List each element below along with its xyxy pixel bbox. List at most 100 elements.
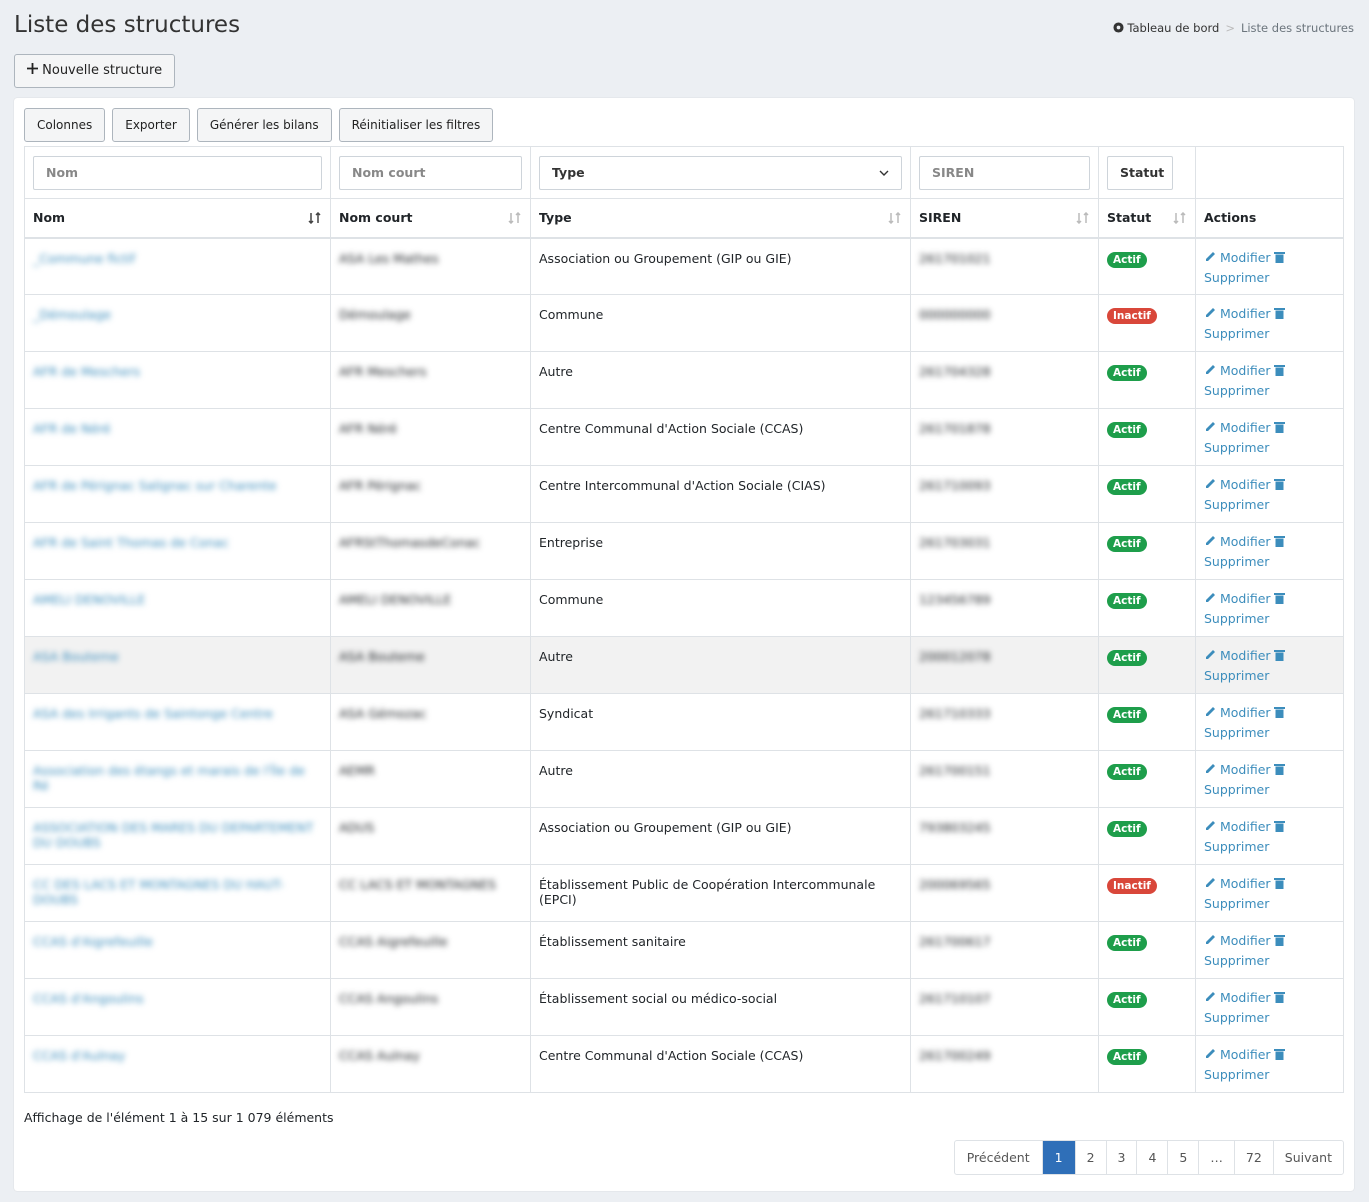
page-link[interactable]: 1 <box>1041 1141 1075 1174</box>
cell: 000000000 <box>910 294 1099 352</box>
page-link[interactable]: 3 <box>1105 1141 1137 1174</box>
structure-name[interactable]: ASA Bouteme <box>33 649 119 664</box>
delete-link[interactable]: Supprimer <box>1204 668 1270 683</box>
structure-name[interactable]: CC DES LACS ET MONTAGNES DU HAUT-DOUBS <box>33 877 285 907</box>
structure-name[interactable]: AFR de Saint Thomas de Conac <box>33 535 229 550</box>
edit-link[interactable]: Modifier <box>1220 705 1271 720</box>
structure-type: Centre Communal d'Action Sociale (CCAS) <box>539 421 804 436</box>
cell: Modifier Supprimer <box>1195 465 1344 523</box>
delete-link[interactable]: Supprimer <box>1204 611 1270 626</box>
column-header[interactable]: Type <box>530 198 911 239</box>
edit-link[interactable]: Modifier <box>1220 990 1271 1005</box>
filter-select[interactable]: Statut <box>1107 155 1173 190</box>
page-link[interactable]: Suivant <box>1272 1141 1343 1174</box>
actions: Modifier Supprimer <box>1204 988 1335 1028</box>
page-link[interactable]: … <box>1198 1141 1234 1174</box>
structure-name[interactable]: CCAS d'Aulnay <box>33 1048 126 1063</box>
edit-icon <box>1206 992 1215 1001</box>
status-badge: Inactif <box>1107 308 1157 324</box>
delete-link[interactable]: Supprimer <box>1204 1010 1270 1025</box>
column-title: Nom <box>33 210 66 226</box>
toolbar-button[interactable]: Réinitialiser les filtres <box>338 108 494 142</box>
breadcrumb-link[interactable]: Tableau de bord <box>1127 21 1220 35</box>
delete-link[interactable]: Supprimer <box>1204 896 1270 911</box>
column-title: SIREN <box>919 210 962 226</box>
structure-name[interactable]: AFR de Néré <box>33 421 111 436</box>
cell: ADUS <box>330 807 531 865</box>
edit-link[interactable]: Modifier <box>1220 249 1271 265</box>
delete-link[interactable]: Supprimer <box>1204 953 1270 968</box>
edit-link[interactable]: Modifier <box>1220 363 1271 378</box>
filter-cell: Statut <box>1098 146 1196 199</box>
sort-icon <box>1076 212 1089 224</box>
page-link[interactable]: Précédent <box>966 1150 1030 1165</box>
page-link[interactable]: 5 <box>1167 1141 1198 1174</box>
filter-input[interactable]: Nom <box>33 155 322 190</box>
structure-name[interactable]: AFR de Pérignac Salignac sur Charente <box>33 478 277 493</box>
delete-link[interactable]: Supprimer <box>1204 725 1270 740</box>
page-link[interactable]: 2 <box>1074 1141 1106 1174</box>
structure-name[interactable]: CCAS d'Angoulins <box>33 991 144 1006</box>
delete-link[interactable]: Supprimer <box>1204 1067 1270 1082</box>
filter-input[interactable]: SIREN <box>919 155 1090 190</box>
edit-icon <box>1206 365 1215 374</box>
cell: Autre <box>530 351 911 409</box>
delete-link[interactable]: Supprimer <box>1204 326 1270 341</box>
cell: AFR Meschers <box>330 351 531 409</box>
siren: 261701021 <box>919 250 991 266</box>
structure-name[interactable]: _Démoulage <box>33 307 112 322</box>
header-row: Nom Nom court Type SIREN Statut Actions <box>24 198 1344 239</box>
toolbar-button[interactable]: Exporter <box>112 108 190 142</box>
structure-name[interactable]: ASA des Irrigants de Saintonge Centre <box>33 706 273 721</box>
toolbar-button[interactable]: Colonnes <box>24 108 106 142</box>
delete-link[interactable]: Supprimer <box>1204 782 1270 797</box>
column-header[interactable]: Nom court <box>330 198 531 239</box>
short-name: ASA Les Mathes <box>339 250 439 266</box>
delete-link[interactable]: Supprimer <box>1204 497 1270 512</box>
filter-select[interactable]: Type <box>539 155 902 190</box>
edit-link[interactable]: Modifier <box>1220 648 1271 663</box>
edit-link[interactable]: Modifier <box>1220 762 1271 777</box>
page-link[interactable]: 72 <box>1233 1141 1273 1174</box>
structure-name[interactable]: Association des étangs et marais de l'Îl… <box>33 763 305 793</box>
edit-link[interactable]: Modifier <box>1220 306 1271 321</box>
structure-name[interactable]: AMELI DENOVILLE <box>33 592 146 607</box>
edit-link[interactable]: Modifier <box>1220 876 1271 891</box>
edit-link[interactable]: Modifier <box>1220 933 1271 948</box>
structure-name[interactable]: _Commune fictif <box>33 250 136 266</box>
delete-link[interactable]: Supprimer <box>1204 269 1270 285</box>
structure-type: Établissement social ou médico-social <box>539 991 778 1006</box>
delete-link[interactable]: Supprimer <box>1204 440 1270 455</box>
status-badge: Actif <box>1107 821 1147 837</box>
edit-link[interactable]: Modifier <box>1220 1047 1271 1062</box>
edit-link[interactable]: Modifier <box>1220 819 1271 834</box>
breadcrumb: Tableau de bord > Liste des structures <box>1113 21 1354 35</box>
edit-link[interactable]: Modifier <box>1220 420 1271 435</box>
column-header[interactable]: SIREN <box>910 198 1099 239</box>
short-name: ASA Bouteme <box>339 649 425 664</box>
structure-name[interactable]: AFR de Meschers <box>33 364 141 379</box>
column-header[interactable]: Statut <box>1098 198 1196 239</box>
cell: ASSOCIATION DES MARES DU DEPARTEMENT DU … <box>24 807 331 865</box>
edit-link[interactable]: Modifier <box>1220 534 1271 549</box>
toolbar-button[interactable]: Générer les bilans <box>196 108 332 142</box>
cell: CC LACS ET MONTAGNES <box>330 864 531 922</box>
table-row: AMELI DENOVILLE AMELI DENOVILLE Commune 123… <box>24 579 1344 637</box>
structure-name[interactable]: ASSOCIATION DES MARES DU DEPARTEMENT DU … <box>33 820 314 850</box>
new-button[interactable]: Nouvelle structure <box>14 54 176 88</box>
delete-link[interactable]: Supprimer <box>1204 839 1270 854</box>
edit-link[interactable]: Modifier <box>1220 591 1271 606</box>
siren: 261704328 <box>919 364 991 379</box>
cell: Actif <box>1098 750 1196 808</box>
edit-link[interactable]: Modifier <box>1220 477 1271 492</box>
cell: AEMR <box>330 750 531 808</box>
delete-link[interactable]: Supprimer <box>1204 383 1270 398</box>
column-header[interactable]: Nom <box>24 198 331 239</box>
cell: Modifier Supprimer <box>1195 294 1344 352</box>
filter-input[interactable]: Nom court <box>339 155 522 190</box>
cell: CCAS d'Aigrefeuille <box>24 921 331 979</box>
delete-link[interactable]: Supprimer <box>1204 554 1270 569</box>
status-badge: Actif <box>1107 251 1147 268</box>
page-link[interactable]: 4 <box>1136 1141 1167 1174</box>
structure-name[interactable]: CCAS d'Aigrefeuille <box>33 934 153 949</box>
